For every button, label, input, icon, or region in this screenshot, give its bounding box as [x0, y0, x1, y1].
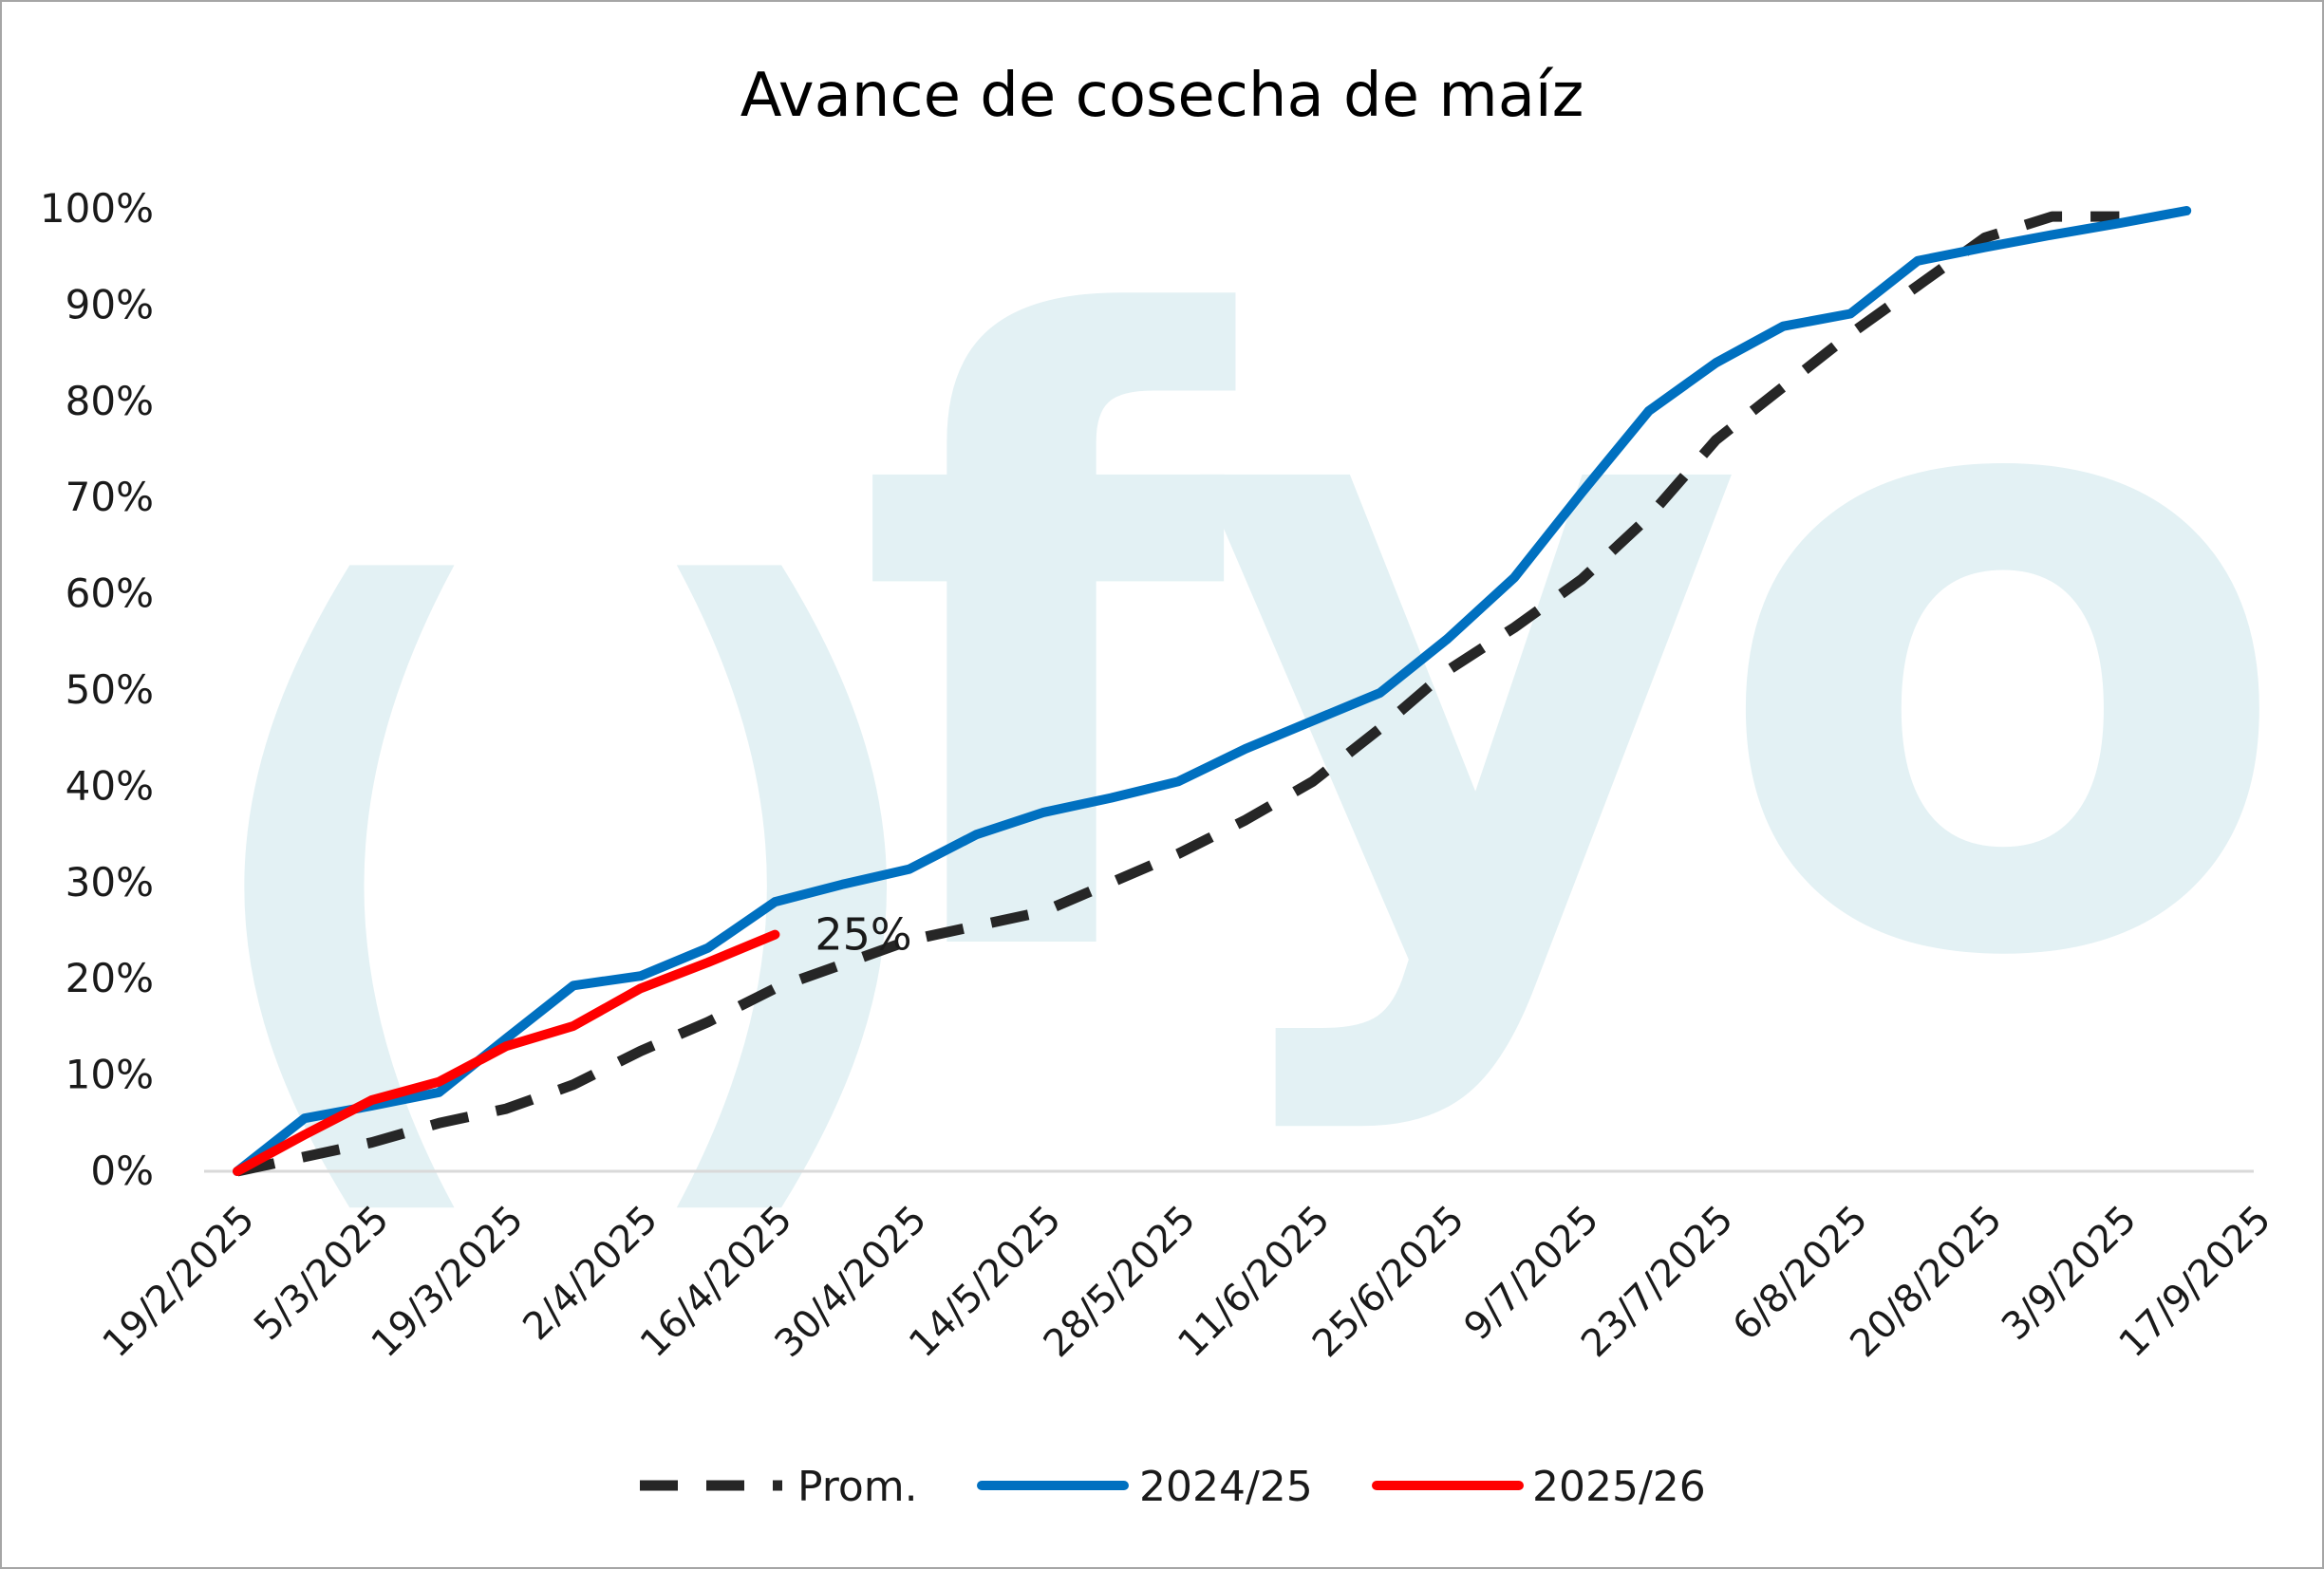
series-line-2: [233, 929, 780, 1176]
series-line-0: [235, 211, 2120, 1177]
y-tick-label: 80%: [66, 378, 154, 424]
watermark-letters: fyo: [856, 150, 2270, 1144]
y-tick-label: 30%: [66, 859, 154, 906]
y-tick-label: 0%: [90, 1148, 154, 1194]
chart-title: Avance de cosecha de maíz: [740, 61, 1584, 131]
y-tick-label: 10%: [66, 1052, 154, 1098]
legend-label-0: Prom.: [797, 1463, 918, 1511]
series-layer: [233, 206, 2192, 1177]
data-label-0: 25%: [815, 909, 911, 961]
y-tick-label: 90%: [66, 281, 154, 327]
legend-label-1: 2024/25: [1139, 1463, 1313, 1511]
y-tick-label: 100%: [40, 185, 154, 232]
y-axis-ticks: 0% 10% 20% 30% 40% 50% 60% 70% 80% 90% 100%: [40, 185, 154, 1194]
watermark-bracket-left: (: [182, 444, 512, 1283]
annotation-layer: 25%: [815, 909, 911, 961]
y-tick-label: 60%: [66, 570, 154, 617]
chart-legend: Prom. 2024/25 2025/26: [640, 1463, 1706, 1511]
y-tick-label: 50%: [66, 666, 154, 713]
y-tick-label: 20%: [66, 955, 154, 1001]
series-line-1: [233, 206, 2192, 1176]
watermark-bracket-right: ): [619, 444, 948, 1283]
y-tick-label: 70%: [66, 474, 154, 520]
fyo-logo-watermark: ( ) fyo: [182, 150, 2308, 1283]
y-tick-label: 40%: [66, 762, 154, 809]
legend-label-2: 2025/26: [1532, 1463, 1706, 1511]
